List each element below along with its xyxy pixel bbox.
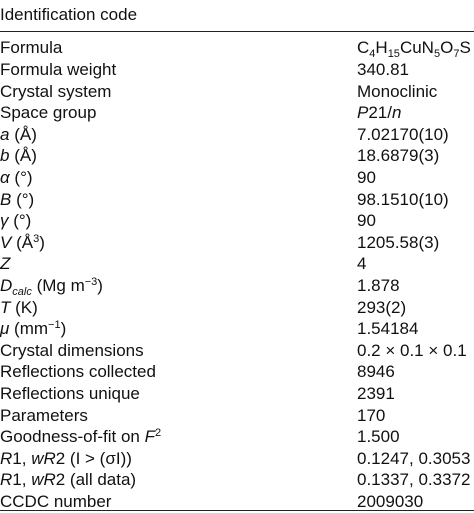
table-row: V (Å3) 1205.58(3) <box>0 231 474 253</box>
header-rule <box>0 31 474 32</box>
row-label: a (Å) <box>0 124 37 144</box>
row-label: μ (mm−1) <box>0 319 67 339</box>
row-label: Formula <box>0 38 63 58</box>
row-value: C4H15CuN5O7S <box>357 38 471 61</box>
row-value: 90 <box>357 167 376 187</box>
row-label: V (Å3) <box>0 232 45 252</box>
row-label: R1, wR2 (all data) <box>0 470 137 490</box>
row-label: T (K) <box>0 297 38 317</box>
row-value: 0.2 × 0.1 × 0.1 <box>357 340 467 360</box>
row-label: Z <box>0 254 11 274</box>
row-value: 1.500 <box>357 427 400 447</box>
table-row: Crystal system Monoclinic <box>0 80 474 102</box>
table-row: b (Å) 18.6879(3) <box>0 145 474 167</box>
row-value: 170 <box>357 405 386 425</box>
row-label: Crystal dimensions <box>0 340 144 360</box>
table-row: Β (°) 98.1510(10) <box>0 188 474 210</box>
table-row: Space group P21/n <box>0 102 474 124</box>
row-label: α (°) <box>0 167 33 187</box>
table-row: μ (mm−1) 1.54184 <box>0 318 474 340</box>
table-row: R1, wR2 (I > (σI)) 0.1247, 0.3053 <box>0 448 474 470</box>
row-label: CCDC number <box>0 492 112 512</box>
row-label: R1, wR2 (I > (σI)) <box>0 448 132 468</box>
table-row: Goodness-of-fit on F2 1.500 <box>0 426 474 448</box>
table-row: Dcalc (Mg m−3) 1.878 <box>0 275 474 298</box>
table-row: Formula C4H15CuN5O7S <box>0 37 474 61</box>
crystal-data-rows: Formula C4H15CuN5O7S Formula weight 340.81 C… <box>0 37 474 512</box>
table-row: a (Å) 7.02170(10) <box>0 123 474 145</box>
table-row: Formula weight 340.81 <box>0 59 474 81</box>
table-header-identification-code: Identification code <box>0 5 138 24</box>
table-row: CCDC number 2009030 <box>0 491 474 513</box>
row-value: 18.6879(3) <box>357 146 440 166</box>
table-row: Parameters 170 <box>0 404 474 426</box>
row-value: 2391 <box>357 384 395 404</box>
row-value: 293(2) <box>357 297 407 317</box>
row-label: γ (°) <box>0 211 32 231</box>
row-label: Β (°) <box>0 189 35 209</box>
row-label: Goodness-of-fit on F2 <box>0 427 162 447</box>
row-value: 0.1337, 0.3372 <box>357 470 471 490</box>
row-value: 1.878 <box>357 276 400 295</box>
table-row: Reflections unique 2391 <box>0 383 474 405</box>
table-row: γ (°) 90 <box>0 210 474 232</box>
row-value: Monoclinic <box>357 81 438 101</box>
row-label: Space group <box>0 103 97 123</box>
row-label: b (Å) <box>0 146 37 166</box>
row-label: Dcalc (Mg m−3) <box>0 276 103 298</box>
table-row: R1, wR2 (all data) 0.1337, 0.3372 <box>0 469 474 491</box>
row-value: 0.1247, 0.3053 <box>357 448 471 468</box>
table-row: Reflections collected 8946 <box>0 361 474 383</box>
row-value: 340.81 <box>357 59 409 79</box>
row-value: 90 <box>357 211 376 231</box>
row-label: Reflections collected <box>0 362 156 382</box>
row-label: Formula weight <box>0 59 117 79</box>
row-value: 4 <box>357 254 367 274</box>
table-row: α (°) 90 <box>0 167 474 189</box>
row-value: 1205.58(3) <box>357 232 440 252</box>
table-row: Crystal dimensions 0.2 × 0.1 × 0.1 <box>0 340 474 362</box>
bottom-rule <box>0 510 474 511</box>
row-value: 8946 <box>357 362 395 382</box>
row-value: P21/n <box>357 103 402 123</box>
row-value: 7.02170(10) <box>357 124 449 144</box>
row-value: 98.1510(10) <box>357 189 449 209</box>
crystal-data-table: Formula C4H15CuN5O7S Formula weight 340.81 C… <box>0 37 474 512</box>
row-value: 2009030 <box>357 492 424 512</box>
row-label: Parameters <box>0 405 88 425</box>
row-value: 1.54184 <box>357 319 419 339</box>
row-label: Reflections unique <box>0 384 140 404</box>
row-label: Crystal system <box>0 81 112 101</box>
table-row: T (K) 293(2) <box>0 296 474 318</box>
